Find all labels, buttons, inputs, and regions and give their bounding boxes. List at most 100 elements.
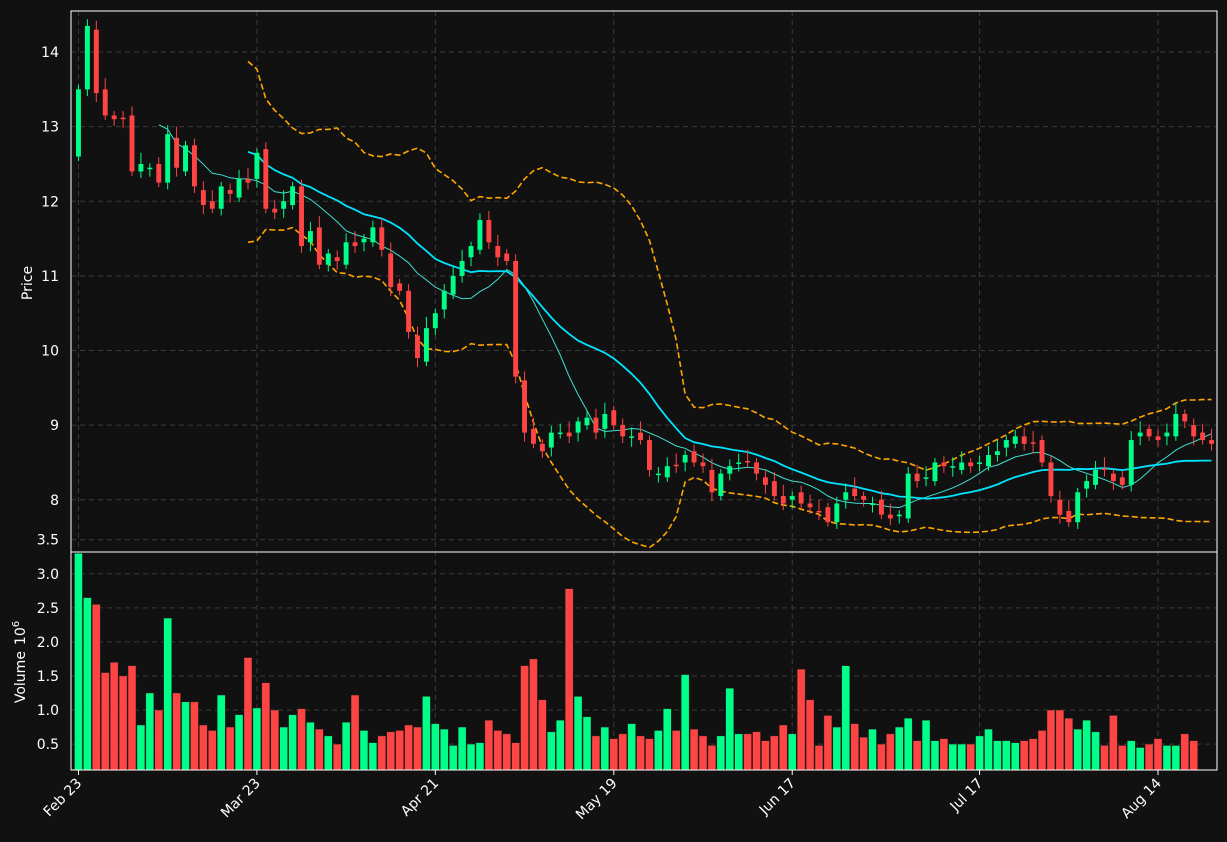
volume-bar (680, 674, 690, 771)
volume-bar (770, 735, 779, 771)
candle-body (156, 163, 162, 183)
volume-bar (556, 720, 565, 771)
candle-body (281, 201, 287, 209)
candle-body (1003, 440, 1009, 448)
volume-bar (743, 733, 752, 771)
volume-bar (279, 726, 288, 771)
volume-bar (600, 726, 610, 771)
volume-bar (618, 733, 627, 771)
price-tick-label: 14 (41, 45, 59, 61)
candle-body (870, 503, 875, 505)
candle-body (932, 462, 938, 482)
volume-bar (823, 715, 833, 771)
volume-tick-label: 2.0 (37, 635, 59, 651)
volume-bar (877, 743, 886, 771)
volume-axis-label-exponent: 6 (11, 621, 22, 627)
volume-bar (698, 735, 708, 771)
volume-bar (707, 745, 717, 771)
volume-bar (217, 694, 226, 771)
candle-body (807, 503, 813, 508)
candle-body (611, 410, 617, 426)
volume-bar (457, 726, 467, 771)
volume-bar (101, 672, 110, 771)
candle-body (754, 462, 759, 474)
candle-body (762, 477, 768, 485)
candle-body (227, 190, 233, 194)
volume-bar (1109, 715, 1118, 771)
volume-bar (368, 742, 378, 771)
volume-bar (921, 720, 931, 771)
candle-body (816, 510, 822, 513)
volume-bar (725, 688, 734, 771)
volume-bar (190, 701, 199, 771)
candle-body (647, 440, 652, 470)
candle-body (379, 227, 385, 250)
volume-bar (172, 692, 181, 771)
volume-bar (145, 692, 154, 771)
volume-tick-label: 1.0 (37, 703, 59, 719)
volume-bar (1082, 720, 1091, 771)
candle-body (977, 462, 983, 464)
candle-body (504, 253, 510, 261)
volume-bar (1171, 745, 1181, 771)
candle-body (1146, 428, 1152, 437)
volume-bar (814, 745, 824, 771)
volume-bar (136, 724, 146, 771)
volume-bar (957, 743, 966, 771)
candle-body (834, 503, 840, 523)
price-tick-label: 9 (50, 418, 59, 434)
volume-bar (1162, 745, 1172, 771)
volume-bar (306, 722, 315, 771)
candle-body (1164, 432, 1170, 437)
candle-body (1039, 440, 1045, 463)
candle-body (1200, 432, 1206, 441)
candle-body (887, 514, 893, 519)
volume-axis-label: Volume 106 (11, 621, 29, 703)
volume-bar (502, 733, 511, 771)
price-tick-label: 11 (41, 269, 59, 285)
volume-bar (395, 730, 404, 771)
volume-bar (734, 733, 743, 771)
volume-bar (1028, 738, 1038, 771)
candle-body (575, 421, 581, 433)
candle-body (1191, 425, 1197, 437)
volume-bar (645, 738, 654, 771)
candle-body (691, 451, 697, 463)
volume-bar (466, 743, 476, 771)
candle-body (174, 137, 180, 168)
candle-body (1182, 413, 1188, 422)
volume-bar (154, 709, 163, 771)
volume-bar (1180, 733, 1189, 771)
candle-body (93, 29, 99, 94)
volume-bar (181, 701, 190, 771)
volume-bar (1136, 747, 1145, 771)
candle-body (263, 149, 269, 209)
candle-body (432, 313, 438, 329)
candle-body (771, 481, 777, 497)
candle-body (584, 417, 590, 426)
candle-body (495, 246, 501, 258)
volume-bar (386, 731, 395, 771)
volume-bar (779, 724, 788, 771)
volume-bar (886, 733, 895, 771)
candle-body (307, 231, 313, 243)
volume-bar (948, 743, 957, 771)
candle-body (361, 238, 367, 243)
volume-bar (1127, 740, 1136, 771)
volume-bar (127, 665, 137, 771)
candle-body (1021, 436, 1027, 444)
candle-body (290, 186, 296, 206)
candle-body (147, 167, 153, 170)
moving-average-short-line (158, 124, 1212, 509)
candle-body (700, 462, 706, 467)
volume-bar (761, 740, 770, 771)
volume-bar (689, 728, 699, 771)
candle-body (548, 432, 554, 448)
candle-body (513, 260, 519, 377)
candle-body (1012, 436, 1018, 444)
candle-body (165, 134, 171, 183)
price-tick-label: 12 (41, 194, 59, 210)
candle-body (450, 275, 456, 295)
candle-body (370, 227, 376, 243)
volume-bar (520, 665, 529, 771)
